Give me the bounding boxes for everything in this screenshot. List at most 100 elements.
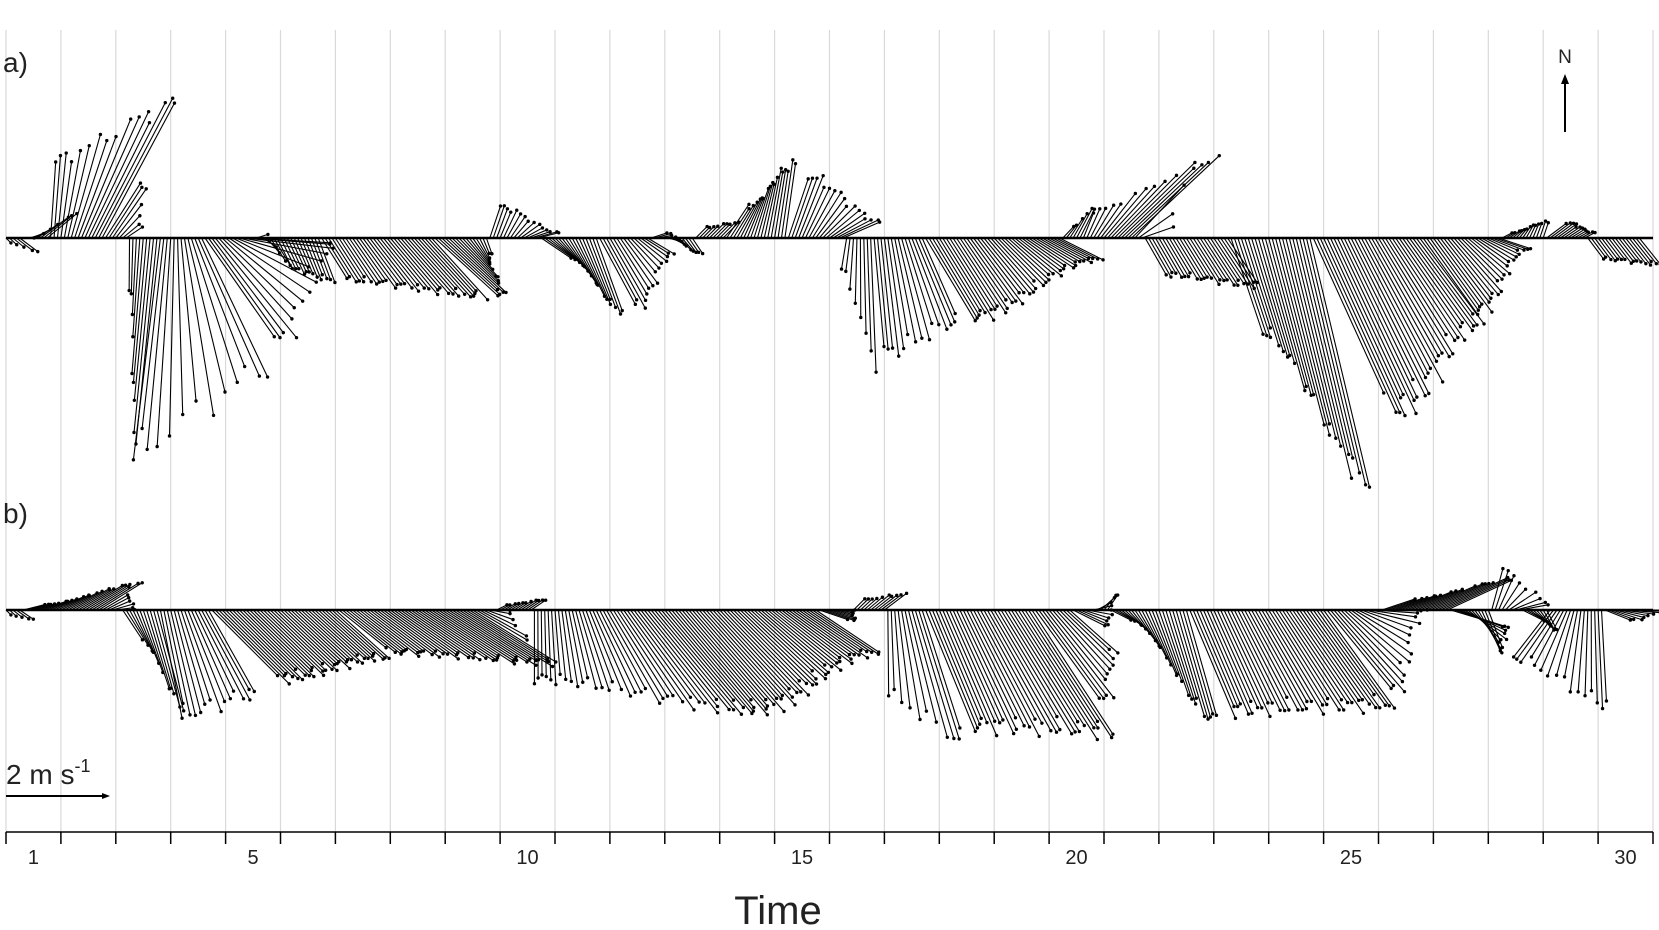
wind-stick <box>770 609 838 664</box>
wind-stick-tip <box>1649 259 1653 264</box>
wind-stick <box>1463 237 1505 276</box>
wind-stick-tip <box>181 709 186 713</box>
wind-stick-tip <box>764 707 768 711</box>
wind-stick <box>599 237 636 305</box>
wind-stick-tip <box>505 207 510 211</box>
wind-stick <box>197 237 260 377</box>
wind-stick <box>712 223 728 239</box>
wind-stick-tip <box>585 676 590 680</box>
wind-stick-tip <box>897 354 901 358</box>
wind-stick-tip <box>1407 660 1412 664</box>
wind-stick-tip <box>1320 703 1325 707</box>
wind-stick-tip <box>1112 696 1116 700</box>
wind-stick-tip <box>1082 723 1086 728</box>
wind-stick <box>1556 609 1575 676</box>
wind-stick-tip <box>810 683 815 687</box>
wind-stick-tip <box>787 687 791 691</box>
wind-stick <box>225 609 293 678</box>
wind-stick <box>1041 609 1107 696</box>
wind-stick-tip <box>1103 206 1108 211</box>
wind-stick <box>527 599 543 611</box>
wind-stick <box>1573 230 1587 239</box>
wind-stick-tip <box>716 224 720 228</box>
wind-stick-tip <box>292 305 296 310</box>
wind-stick-tip <box>731 698 736 702</box>
wind-stick <box>540 237 572 259</box>
wind-stick-tip <box>446 291 451 296</box>
wind-stick <box>513 220 529 239</box>
wind-stick <box>623 237 658 284</box>
wind-stick <box>1419 585 1476 611</box>
wind-stick <box>959 609 1017 730</box>
wind-stick <box>695 226 708 239</box>
wind-stick <box>1048 237 1089 260</box>
wind-stick-tip <box>308 290 312 294</box>
wind-stick-tip <box>1417 621 1422 626</box>
wind-stick <box>626 237 656 273</box>
wind-stick-tip <box>945 735 950 739</box>
wind-stick-tip <box>975 316 979 320</box>
wind-stick-tip <box>620 308 624 313</box>
wind-stick <box>840 237 848 270</box>
panel-a-sticks <box>5 96 1659 489</box>
wind-stick <box>228 237 311 293</box>
wind-stick <box>448 237 507 293</box>
wind-stick-tip <box>281 330 285 335</box>
wind-stick-tip <box>1285 695 1289 700</box>
wind-stick-tip <box>509 210 513 214</box>
wind-stick-tip <box>130 371 134 376</box>
wind-stick <box>441 609 517 658</box>
wind-stick <box>451 609 531 660</box>
wind-stick-tip <box>1059 274 1064 278</box>
wind-stick <box>709 223 725 239</box>
wind-stick <box>1196 237 1225 281</box>
wind-stick <box>1083 609 1109 619</box>
wind-stick <box>1450 237 1499 295</box>
wind-stick <box>1113 174 1177 239</box>
wind-stick <box>633 609 706 704</box>
wind-stick-tip <box>496 654 500 658</box>
wind-stick <box>1007 237 1049 275</box>
wind-stick <box>650 232 668 239</box>
wind-stick-tip <box>1250 711 1254 715</box>
wind-stick-tip <box>194 399 198 403</box>
wind-stick <box>1213 237 1245 284</box>
wind-stick-tip <box>1321 712 1326 716</box>
wind-stick <box>43 215 73 239</box>
wind-stick <box>108 187 143 239</box>
wind-stick-tip <box>1217 153 1221 158</box>
wind-stick <box>654 609 742 715</box>
wind-stick-tip <box>700 251 705 256</box>
wind-stick <box>1590 237 1607 258</box>
wind-stick <box>1175 237 1202 280</box>
wind-stick <box>1096 203 1122 239</box>
wind-stick <box>177 609 206 705</box>
wind-stick-tip <box>114 134 118 139</box>
wind-stick <box>214 237 297 339</box>
wind-stick-tip <box>886 347 890 351</box>
wind-stick-tip <box>310 665 314 670</box>
wind-stick-tip <box>728 222 732 226</box>
wind-stick <box>15 609 30 620</box>
wind-stick <box>304 609 363 664</box>
wind-stick <box>952 237 998 307</box>
wind-stick-tip <box>1111 656 1115 661</box>
wind-stick-tip <box>131 335 135 339</box>
wind-stick-tip <box>456 651 460 655</box>
wind-stick-tip <box>421 649 426 653</box>
wind-stick <box>705 609 783 696</box>
wind-stick-tip <box>345 276 349 281</box>
wind-stick <box>1127 162 1209 239</box>
wind-stick <box>1520 609 1558 663</box>
wind-stick <box>1319 237 1401 413</box>
wind-stick-tip <box>9 241 13 245</box>
wind-stick-tip <box>564 677 568 682</box>
wind-stick <box>1268 609 1328 705</box>
wind-stick-tip <box>1339 698 1344 702</box>
wind-stick <box>1278 237 1330 436</box>
wind-stick <box>1086 609 1113 616</box>
wind-stick <box>131 237 137 315</box>
wind-stick <box>286 237 305 275</box>
wind-stick-tip <box>545 228 549 232</box>
wind-stick-tip <box>1345 700 1350 705</box>
